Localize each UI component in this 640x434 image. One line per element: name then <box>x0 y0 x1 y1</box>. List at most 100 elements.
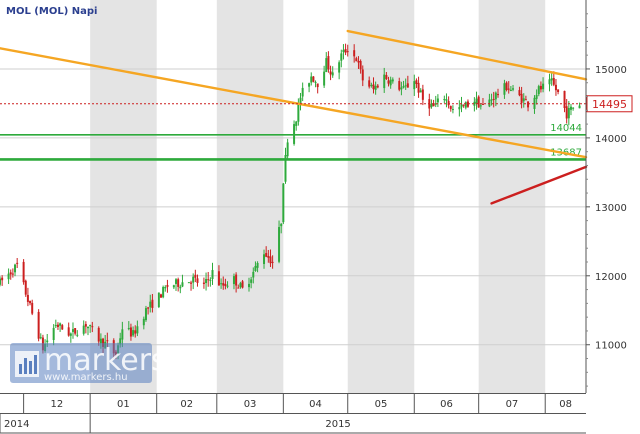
candle-body <box>239 283 242 288</box>
candle-body <box>376 85 379 88</box>
candle <box>24 279 27 297</box>
candle <box>572 107 575 111</box>
watermark-box <box>10 343 152 383</box>
candle-body <box>61 325 64 330</box>
candle-body <box>535 94 538 99</box>
candle <box>512 84 515 92</box>
candle-body <box>211 270 214 279</box>
candle-body <box>37 311 40 339</box>
candle-body <box>550 78 553 81</box>
candle-body <box>179 286 182 289</box>
candle <box>417 76 420 98</box>
candle-body <box>443 99 446 101</box>
candle-body <box>293 124 296 144</box>
candle-body <box>159 294 162 298</box>
candle-body <box>166 284 169 287</box>
candle <box>436 94 439 108</box>
candle <box>383 67 386 93</box>
candle <box>211 262 214 285</box>
candle-body <box>142 318 145 326</box>
candle <box>539 81 542 93</box>
candle <box>308 82 311 93</box>
candle <box>280 223 283 234</box>
candle <box>357 56 360 69</box>
candle <box>473 97 476 112</box>
candle <box>265 246 268 258</box>
candle <box>359 59 362 74</box>
candle-body <box>144 308 147 321</box>
candle-body <box>372 84 375 90</box>
candle-body <box>400 87 403 90</box>
candle-body <box>473 101 476 106</box>
month-label: 03 <box>244 399 257 410</box>
candle <box>509 85 512 92</box>
candle <box>269 249 272 268</box>
candle-body <box>254 265 257 272</box>
candle <box>569 103 572 116</box>
candle-body <box>451 109 454 111</box>
candle-body <box>82 325 85 334</box>
candle-body <box>207 279 210 281</box>
candle-body <box>329 71 332 75</box>
candle <box>147 306 150 315</box>
candle <box>464 101 467 110</box>
candle-body <box>413 81 416 90</box>
candle <box>54 319 57 329</box>
candle-body <box>282 183 285 223</box>
candle-body <box>22 261 25 283</box>
candle <box>16 258 19 269</box>
candle <box>314 80 317 88</box>
candle-body <box>99 338 102 344</box>
trendlines <box>0 29 588 205</box>
candle-body <box>16 262 19 264</box>
candle <box>342 44 345 60</box>
watermark-url: www.markers.hu <box>44 372 128 383</box>
candle <box>159 293 162 298</box>
year-label: 2015 <box>325 419 350 430</box>
candle <box>26 287 29 307</box>
candle-body <box>464 102 467 108</box>
candle-body <box>481 103 484 105</box>
candle <box>172 284 175 290</box>
candle <box>247 277 250 292</box>
candle-body <box>406 83 409 88</box>
candle <box>400 81 403 96</box>
candle-body <box>417 82 420 93</box>
candle <box>323 65 326 88</box>
candle-body <box>387 80 390 84</box>
candle-body <box>338 62 341 73</box>
candle <box>226 281 229 289</box>
candle-body <box>308 83 311 87</box>
candle <box>142 316 145 330</box>
candle <box>496 88 499 98</box>
candle-body <box>383 74 386 89</box>
candle <box>74 327 77 336</box>
candle-body <box>419 90 422 93</box>
candle-body <box>572 107 575 109</box>
candle-body <box>316 83 319 88</box>
candle <box>293 120 296 146</box>
candle <box>67 322 70 337</box>
candle-body <box>119 338 122 345</box>
candle-body <box>106 340 109 342</box>
candle-body <box>323 71 326 86</box>
candle <box>295 120 298 131</box>
candle <box>421 84 424 106</box>
candle <box>462 104 465 108</box>
candle-body <box>557 89 560 92</box>
candle-body <box>565 106 568 119</box>
candle <box>458 100 461 117</box>
candle-body <box>121 329 124 340</box>
candle-body <box>301 87 304 97</box>
candle <box>179 284 182 294</box>
candle <box>370 82 373 88</box>
candle-body <box>432 103 435 107</box>
candle-body <box>162 287 165 298</box>
candle-body <box>507 88 510 90</box>
candle <box>29 300 32 306</box>
candle-body <box>220 283 223 285</box>
candle <box>520 86 523 109</box>
candle <box>505 81 508 92</box>
candle <box>563 90 566 113</box>
candle <box>267 249 270 263</box>
